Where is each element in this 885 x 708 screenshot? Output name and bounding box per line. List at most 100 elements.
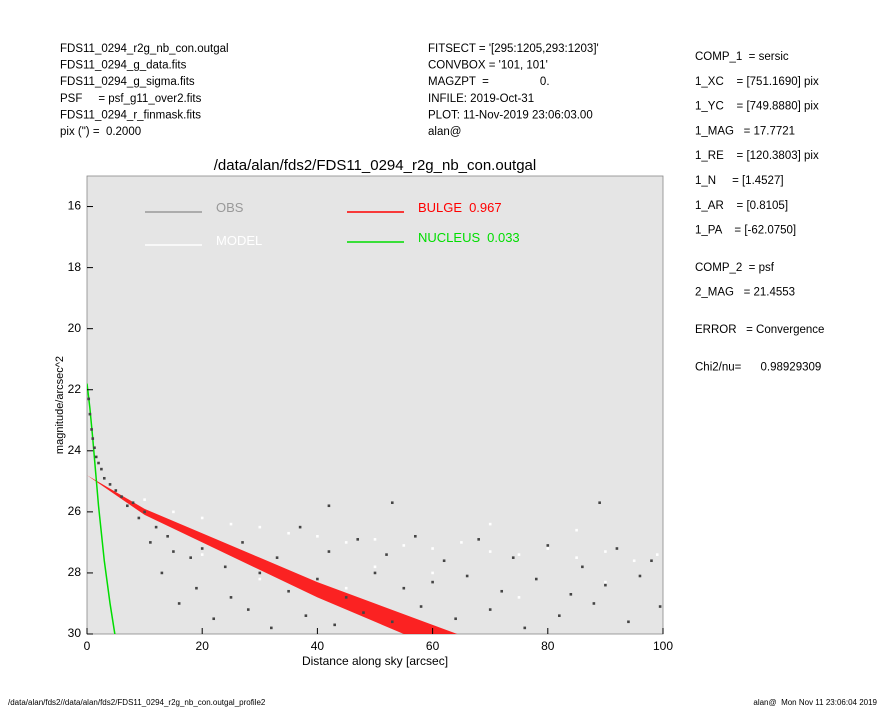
data-point bbox=[575, 556, 578, 559]
data-point bbox=[131, 501, 135, 505]
data-point bbox=[90, 428, 93, 431]
data-point bbox=[298, 525, 302, 529]
data-point bbox=[517, 596, 521, 599]
data-point bbox=[287, 589, 290, 593]
footer-right: alan@ Mon Nov 11 23:06:04 2019 bbox=[753, 698, 877, 707]
y-tick-label: 26 bbox=[68, 504, 82, 518]
data-point bbox=[316, 577, 319, 581]
data-point bbox=[442, 559, 446, 563]
data-point bbox=[638, 574, 642, 578]
data-point bbox=[114, 489, 118, 492]
x-tick-label: 60 bbox=[426, 639, 440, 653]
data-point bbox=[344, 541, 348, 544]
data-point bbox=[200, 516, 204, 520]
y-tick-label: 18 bbox=[68, 260, 82, 274]
y-tick-label: 30 bbox=[68, 626, 82, 640]
legend-name: OBS bbox=[216, 200, 244, 215]
data-point bbox=[419, 605, 423, 608]
data-point bbox=[465, 574, 469, 578]
data-point bbox=[189, 556, 192, 559]
x-tick-label: 20 bbox=[196, 639, 210, 653]
data-point bbox=[511, 556, 515, 559]
data-point bbox=[569, 593, 573, 596]
data-point bbox=[160, 571, 164, 575]
data-point bbox=[373, 571, 377, 575]
x-tick-label: 80 bbox=[541, 639, 555, 653]
legend-fraction: 0.967 bbox=[469, 200, 502, 215]
header-middle-line: CONVBOX = '101, 101' bbox=[428, 60, 548, 72]
data-point bbox=[604, 550, 607, 553]
data-point bbox=[327, 550, 331, 553]
data-point bbox=[431, 547, 434, 550]
x-tick-label: 40 bbox=[311, 639, 325, 653]
data-point bbox=[488, 550, 492, 553]
data-point bbox=[431, 580, 434, 584]
data-point bbox=[604, 583, 607, 587]
legend-fraction: 0.033 bbox=[487, 230, 520, 245]
chart-title: /data/alan/fds2/FDS11_0294_r2g_nb_con.ou… bbox=[214, 157, 536, 174]
data-point bbox=[558, 614, 561, 617]
data-point bbox=[87, 397, 91, 401]
data-point bbox=[97, 461, 100, 465]
data-point bbox=[632, 559, 636, 563]
data-point bbox=[488, 522, 492, 526]
data-point bbox=[229, 596, 233, 599]
fit-parameter: COMP_1 = sersic bbox=[695, 51, 789, 63]
data-point bbox=[523, 626, 527, 630]
data-point bbox=[460, 541, 463, 544]
fit-parameter: 1_RE = [120.3803] pix bbox=[695, 150, 819, 162]
legend-name: MODEL bbox=[216, 233, 262, 248]
data-point bbox=[575, 528, 578, 532]
data-point bbox=[546, 547, 550, 550]
data-point bbox=[454, 617, 457, 621]
data-point bbox=[137, 516, 141, 520]
legend-label: MODEL bbox=[216, 233, 262, 248]
data-point bbox=[100, 467, 103, 471]
data-point bbox=[477, 538, 480, 541]
data-point bbox=[362, 611, 365, 614]
data-point bbox=[333, 623, 336, 627]
header-left-line: FDS11_0294_g_sigma.fits bbox=[60, 76, 195, 88]
header-left-line: PSF = psf_g11_over2.fits bbox=[60, 93, 202, 105]
data-point bbox=[390, 620, 394, 624]
data-point bbox=[500, 589, 504, 593]
data-point bbox=[414, 534, 417, 538]
data-point bbox=[604, 580, 607, 584]
header-middle-line: FITSECT = '[295:1205,293:1203]' bbox=[428, 43, 599, 55]
data-point bbox=[200, 553, 204, 556]
fit-parameter: ERROR = Convergence bbox=[695, 324, 824, 336]
plot-area bbox=[86, 175, 664, 635]
plot-layer bbox=[87, 383, 662, 634]
data-point bbox=[615, 547, 619, 550]
data-point bbox=[488, 608, 492, 611]
y-tick-label: 24 bbox=[68, 443, 82, 457]
header-left-line: pix (") = 0.2000 bbox=[60, 126, 141, 138]
legend-label: NUCLEUS 0.033 bbox=[418, 230, 520, 245]
header-middle-line: INFILE: 2019-Oct-31 bbox=[428, 93, 534, 105]
data-point bbox=[373, 538, 377, 541]
fit-parameter: 1_MAG = 17.7721 bbox=[695, 125, 795, 137]
data-point bbox=[390, 501, 394, 505]
data-point bbox=[270, 626, 273, 630]
data-point bbox=[223, 565, 227, 569]
x-axis-label: Distance along sky [arcsec] bbox=[302, 654, 448, 668]
data-point bbox=[327, 504, 331, 508]
fit-parameter: 2_MAG = 21.4553 bbox=[695, 287, 795, 299]
data-point bbox=[534, 577, 538, 581]
data-point bbox=[93, 446, 96, 450]
data-point bbox=[108, 483, 112, 486]
data-point bbox=[154, 525, 158, 529]
data-point bbox=[402, 544, 406, 547]
data-point bbox=[517, 553, 521, 556]
fit-parameter: 1_PA = [-62.0750] bbox=[695, 225, 796, 237]
data-point bbox=[126, 504, 129, 508]
data-point bbox=[402, 586, 406, 590]
y-tick-label: 22 bbox=[68, 382, 82, 396]
header-left-line: FDS11_0294_g_data.fits bbox=[60, 60, 187, 72]
data-point bbox=[275, 556, 279, 559]
nucleus-line bbox=[87, 383, 116, 634]
fit-parameter: 1_AR = [0.8105] bbox=[695, 200, 788, 212]
data-point bbox=[172, 510, 175, 514]
data-point bbox=[598, 501, 601, 505]
